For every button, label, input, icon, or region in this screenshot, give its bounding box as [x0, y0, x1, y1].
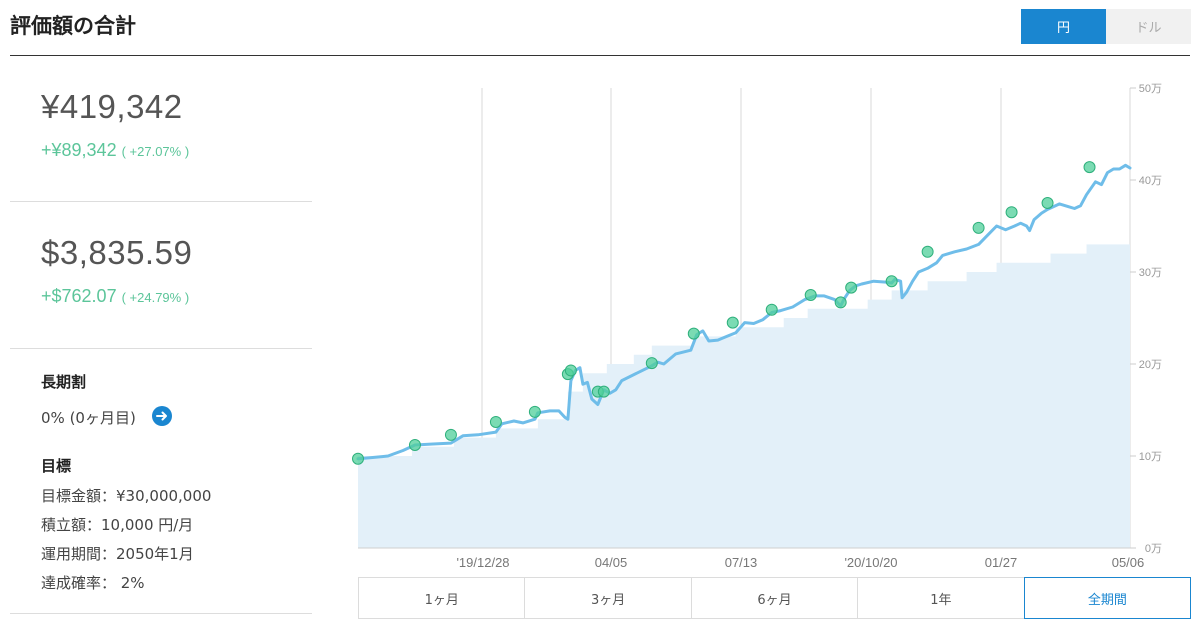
x-tick-label: '19/12/28 [456, 555, 509, 570]
goal-period: 運用期間：2050年1月 [41, 545, 194, 563]
range-tab-3-months[interactable]: 3ヶ月 [524, 577, 692, 619]
range-tab-6-months[interactable]: 6ヶ月 [690, 577, 859, 619]
y-tick-label: 10万 [1139, 451, 1162, 463]
usd-gain: +$762.07 ( +24.79% ) [41, 286, 189, 307]
summary-divider [10, 613, 312, 614]
x-tick-label: 07/13 [725, 555, 758, 570]
y-tick-label: 20万 [1139, 359, 1162, 371]
goal-monthly-deposit: 積立額：10,000 円/月 [41, 516, 194, 534]
valuation-line [356, 163, 1132, 461]
deposit-marker [352, 452, 364, 465]
deposit-marker [597, 385, 610, 398]
usd-total-value: $3,835.59 [41, 234, 193, 271]
x-tick-label: 05/06 [1112, 555, 1145, 570]
deposit-area [358, 244, 1130, 548]
yen-gain-percent: ( +27.07% ) [121, 144, 190, 159]
y-tick-label: 0万 [1145, 543, 1162, 555]
deposit-marker [444, 428, 457, 441]
deposit-marker [845, 281, 858, 294]
y-tick-label: 50万 [1139, 83, 1162, 95]
deposit-marker [972, 221, 985, 234]
deposit-marker [528, 405, 541, 418]
yen-gain-amount: +¥89,342 [41, 140, 117, 160]
deposit-marker [1083, 161, 1096, 174]
yen-total-value: ¥419,342 [41, 88, 183, 125]
title-divider [10, 55, 1190, 56]
deposit-marker [1005, 206, 1018, 219]
x-tick-label: 01/27 [985, 555, 1018, 570]
usd-gain-percent: ( +24.79% ) [121, 290, 190, 305]
deposit-marker [804, 289, 817, 301]
range-tab-1-year[interactable]: 1年 [857, 577, 1025, 619]
deposit-marker [408, 438, 421, 451]
x-tick-label: 04/05 [595, 555, 628, 570]
long-term-value: 0% (0ヶ月目) [41, 409, 136, 427]
yen-toggle-button[interactable]: 円 [1021, 9, 1106, 44]
deposit-marker [564, 364, 577, 377]
deposit-marker [834, 296, 847, 309]
deposit-marker [687, 327, 700, 340]
deposit-marker [885, 275, 898, 288]
deposit-marker [765, 303, 778, 316]
goal-probability: 達成確率： 2% [41, 574, 145, 592]
long-term-heading: 長期割 [41, 373, 87, 391]
deposit-marker [726, 316, 739, 329]
deposit-marker [921, 245, 934, 258]
goal-target-amount: 目標金額：¥30,000,000 [41, 487, 212, 505]
deposit-marker [489, 415, 502, 428]
summary-divider [10, 201, 312, 202]
goal-heading: 目標 [41, 457, 72, 475]
page-title: 評価額の合計 [10, 14, 136, 38]
currency-toggle: 円 ドル [1021, 9, 1191, 44]
range-selector: 1ヶ月 3ヶ月 6ヶ月 1年 全期間 [358, 577, 1192, 619]
dollar-toggle-button[interactable]: ドル [1106, 9, 1191, 44]
summary-divider [10, 348, 312, 349]
deposit-marker [1041, 197, 1054, 209]
deposit-marker [645, 357, 658, 370]
y-tick-label: 40万 [1139, 175, 1162, 187]
usd-gain-amount: +$762.07 [41, 286, 117, 306]
range-tab-1-month[interactable]: 1ヶ月 [358, 577, 526, 619]
y-tick-label: 30万 [1139, 267, 1162, 279]
range-tab-all-time[interactable]: 全期間 [1023, 577, 1192, 619]
x-tick-label: '20/10/20 [844, 555, 897, 570]
yen-gain: +¥89,342 ( +27.07% ) [41, 140, 189, 161]
arrow-right-icon[interactable] [152, 406, 172, 426]
